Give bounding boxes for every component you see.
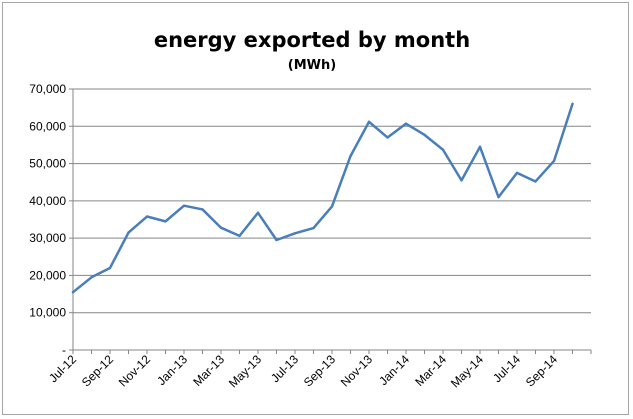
x-tick-label: Jul-13 <box>268 352 301 385</box>
data-point <box>367 120 371 124</box>
data-point <box>164 220 167 223</box>
x-tick-label: Sep-12 <box>79 352 116 389</box>
y-tick-label: 70,000 <box>29 82 66 96</box>
data-point <box>145 215 149 218</box>
x-tick-label: May-13 <box>226 352 264 390</box>
y-tick-label: 50,000 <box>29 157 66 171</box>
x-tick-label: Jan-13 <box>154 352 190 388</box>
data-point <box>404 122 408 125</box>
data-point <box>386 136 389 139</box>
y-tick-label: 10,000 <box>29 306 66 320</box>
data-point <box>423 133 426 137</box>
data-point <box>571 102 574 106</box>
data-point <box>256 211 260 214</box>
x-tick-label: Sep-13 <box>301 352 338 389</box>
y-tick-label: 60,000 <box>29 119 66 133</box>
y-tick-label: 20,000 <box>29 268 66 282</box>
data-point <box>90 276 93 279</box>
y-tick-label: 30,000 <box>29 231 66 245</box>
x-tick-label: Nov-12 <box>116 352 153 389</box>
data-point <box>238 234 241 238</box>
data-point <box>219 226 223 229</box>
data-point <box>182 204 186 207</box>
data-point <box>275 238 278 242</box>
x-tick-label: Mar-14 <box>412 352 449 389</box>
gridlines <box>73 88 591 314</box>
chart-subtitle: (MWh) <box>288 58 336 73</box>
data-point <box>497 195 500 199</box>
x-tick-label: Jul-14 <box>490 352 523 385</box>
x-tick-label: May-14 <box>448 352 486 390</box>
data-point <box>108 266 112 270</box>
data-point <box>312 226 315 230</box>
data-point <box>515 171 519 175</box>
data-point <box>441 148 445 151</box>
x-tick-label: Mar-13 <box>190 352 227 389</box>
x-tick-label: Sep-14 <box>523 352 560 389</box>
series-line <box>71 102 574 294</box>
x-tick-label: Nov-13 <box>338 352 375 389</box>
x-tick-label: Jan-14 <box>376 352 412 388</box>
data-point <box>534 180 537 183</box>
data-point <box>478 145 482 148</box>
axes <box>69 88 592 354</box>
data-point <box>349 154 352 158</box>
series-layer <box>71 102 574 294</box>
data-point <box>330 205 334 208</box>
y-tick-label: 40,000 <box>29 194 66 208</box>
chart-frame: energy exported by month (MWh) - 10,000 20… <box>2 2 629 415</box>
data-point <box>201 208 204 211</box>
y-tick-label: - <box>62 343 66 357</box>
data-point <box>293 232 297 235</box>
data-point <box>460 179 463 182</box>
y-tick-labels: - 10,000 20,000 30,000 40,000 50,000 60,000 70,… <box>29 82 66 357</box>
chart-title: energy exported by month <box>154 28 470 52</box>
line-chart: energy exported by month (MWh) - 10,000 20… <box>29 28 592 390</box>
data-point <box>71 291 75 294</box>
data-point <box>127 231 130 234</box>
data-point <box>552 159 556 163</box>
